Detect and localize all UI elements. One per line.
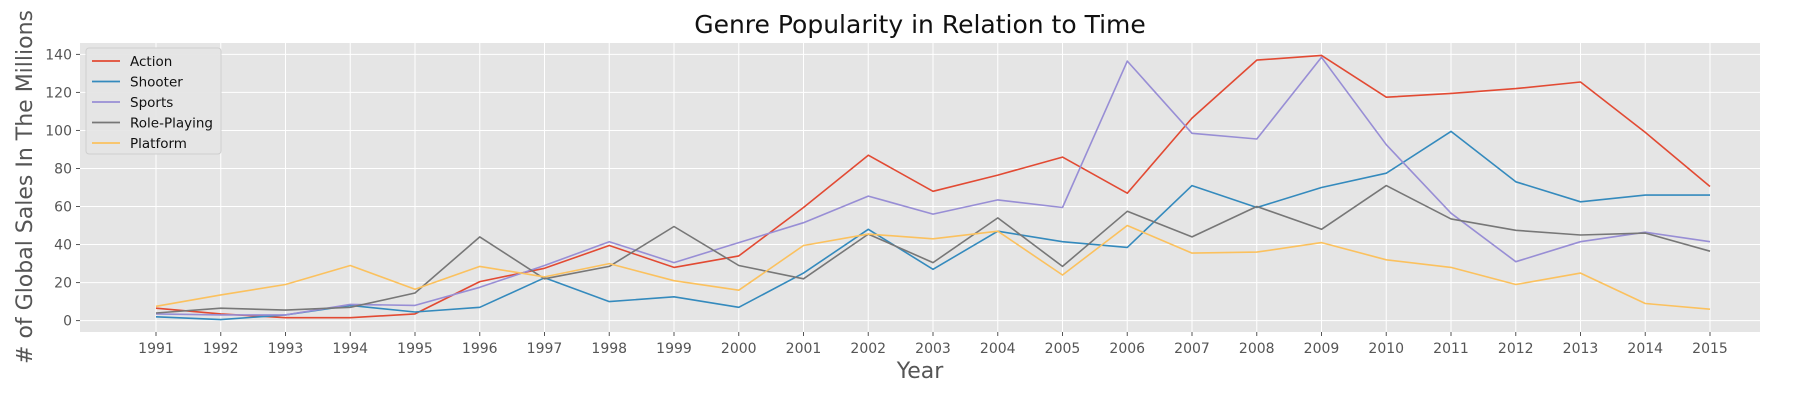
legend-label: Role-Playing [130, 116, 213, 132]
x-tick-label: 1998 [591, 341, 627, 357]
series-line-role-playing [155, 184, 1711, 314]
y-tick-label: 60 [54, 200, 72, 216]
y-tick-label: 140 [45, 47, 72, 63]
x-tick-label: 2013 [1563, 341, 1599, 357]
axis-ticks: 0 20 40 60 80 100 120 140 1991 1992 1993 1994 1995 19… [45, 47, 1728, 357]
x-tick-label: 2014 [1627, 341, 1663, 357]
x-tick-label: 1996 [462, 341, 498, 357]
chart-title: Genre Popularity in Relation to Time [694, 10, 1146, 39]
series-lines [155, 54, 1711, 321]
x-tick-label: 2004 [980, 341, 1016, 357]
x-tick-label: 2003 [915, 341, 951, 357]
y-tick-label: 20 [54, 276, 72, 292]
plot-background [80, 43, 1760, 332]
x-tick-label: 2012 [1498, 341, 1534, 357]
x-tick-label: 2011 [1433, 341, 1469, 357]
x-tick-label: 2015 [1692, 341, 1728, 357]
series-line-action [155, 54, 1711, 319]
x-tick-label: 1995 [397, 341, 433, 357]
x-tick-label: 2002 [850, 341, 886, 357]
x-tick-label: 2007 [1174, 341, 1210, 357]
series-line-shooter [155, 130, 1710, 321]
x-tick-label: 2008 [1239, 341, 1275, 357]
x-tick-label: 1994 [332, 341, 368, 357]
x-tick-label: 1992 [203, 341, 239, 357]
series-line-platform [155, 224, 1711, 310]
y-axis-label: # of Global Sales In The Millions [13, 10, 38, 364]
legend-label: Platform [130, 136, 187, 152]
legend-box [85, 47, 222, 155]
x-tick-label: 1991 [138, 341, 174, 357]
x-tick-label: 2005 [1045, 341, 1081, 357]
x-tick-label: 2009 [1304, 341, 1340, 357]
x-axis-label: Year [896, 359, 945, 384]
grid-lines [80, 43, 1760, 332]
x-tick-label: 2001 [786, 341, 822, 357]
legend-label: Sports [130, 95, 173, 111]
x-tick-label: 1993 [268, 341, 304, 357]
y-tick-label: 0 [63, 314, 72, 330]
x-tick-label: 2006 [1109, 341, 1145, 357]
x-tick-label: 1997 [527, 341, 563, 357]
y-tick-label: 40 [54, 238, 72, 254]
x-tick-label: 2010 [1368, 341, 1404, 357]
legend-label: Shooter [130, 75, 183, 91]
x-tick-label: 2000 [721, 341, 757, 357]
legend-label: Action [130, 54, 172, 70]
x-tick-label: 1999 [656, 341, 692, 357]
series-line-sports [155, 56, 1711, 316]
y-tick-label: 120 [45, 85, 72, 101]
y-tick-label: 80 [54, 161, 72, 177]
y-tick-label: 100 [45, 123, 72, 139]
legend: Action Shooter Sports Role-Playing Platform [85, 47, 222, 155]
